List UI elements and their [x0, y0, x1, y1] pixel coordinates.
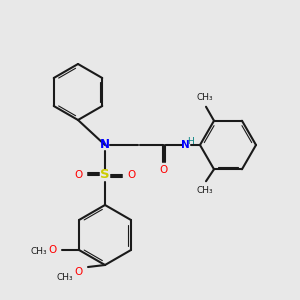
Text: CH₃: CH₃: [30, 247, 47, 256]
Text: CH₃: CH₃: [197, 93, 213, 102]
Text: O: O: [127, 170, 135, 180]
Text: O: O: [49, 245, 57, 255]
Text: S: S: [100, 169, 110, 182]
Text: N: N: [100, 139, 110, 152]
Text: H: H: [187, 137, 194, 146]
Text: CH₃: CH₃: [197, 186, 213, 195]
Text: CH₃: CH₃: [56, 272, 73, 281]
Text: O: O: [75, 267, 83, 277]
Text: O: O: [75, 170, 83, 180]
Text: N: N: [181, 140, 189, 150]
Text: O: O: [159, 165, 167, 175]
